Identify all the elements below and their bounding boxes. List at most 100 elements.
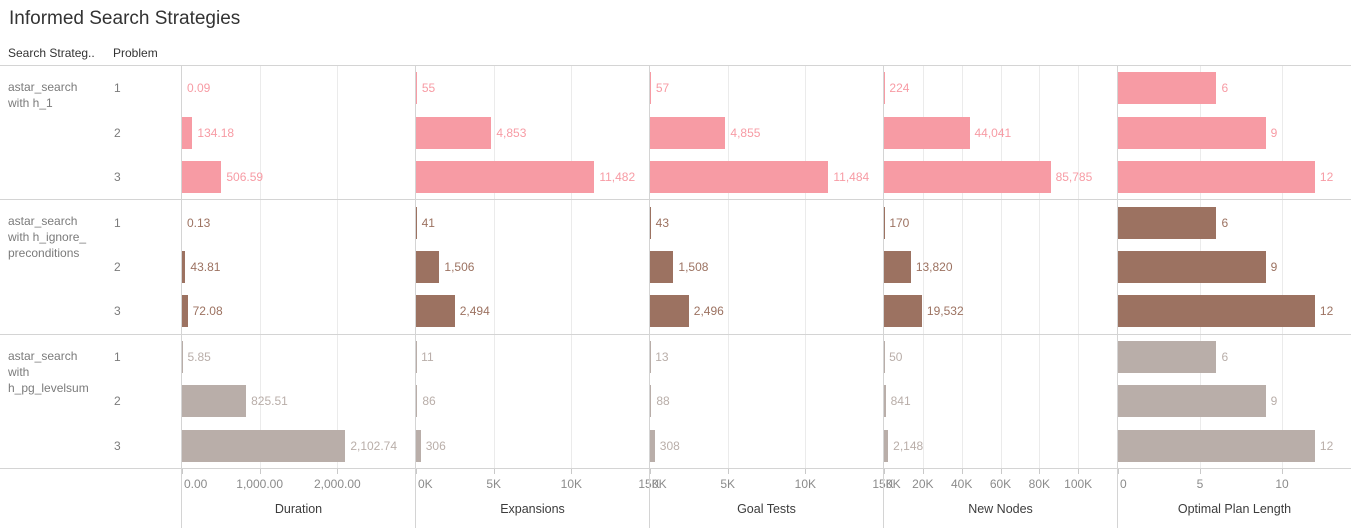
bar-new-nodes-p3[interactable] <box>884 161 1051 194</box>
gridline <box>571 66 573 200</box>
gridline <box>727 334 729 468</box>
bar-duration-p2[interactable] <box>182 250 186 283</box>
problem-label[interactable]: 2 <box>114 125 121 140</box>
bar-new-nodes-p2[interactable] <box>884 385 886 418</box>
bar-row: 134.18 <box>182 110 415 154</box>
bar-row: 506.59 <box>182 155 415 199</box>
strategy-label[interactable]: astar_search with h_1 <box>0 66 106 199</box>
bar-expansions-p2[interactable] <box>416 116 492 149</box>
bar-row: 11 <box>416 335 649 379</box>
gridline <box>1078 334 1080 468</box>
problem-column: 1 2 3 <box>106 66 181 199</box>
gridline <box>493 200 495 334</box>
gridline <box>1282 334 1284 468</box>
value-label: 9 <box>1270 394 1278 409</box>
bar-new-nodes-p2[interactable] <box>884 250 911 283</box>
col-field-header[interactable]: Problem <box>113 46 158 60</box>
bar-row: 170 <box>884 200 1117 244</box>
bar-expansions-p3[interactable] <box>416 161 595 194</box>
measure-panel-goal-tests: 13 88 308 <box>649 334 883 468</box>
problem-label[interactable]: 1 <box>114 81 121 96</box>
tick-label: 0K <box>418 477 433 491</box>
tick-label: 10 <box>1275 477 1289 491</box>
bar-duration-p2[interactable] <box>182 116 193 149</box>
tick-mark <box>650 469 651 474</box>
bar-optimal-plan-length-p3[interactable] <box>1118 429 1315 462</box>
chart-title: Informed Search Strategies <box>9 8 241 29</box>
axis-duration: 0.00 1,000.00 2,000.00 Duration <box>181 469 415 528</box>
bar-goal-tests-p3[interactable] <box>650 295 689 328</box>
axis-title-optimal-plan-length: Optimal Plan Length <box>1177 502 1292 516</box>
tick-mark <box>416 469 417 474</box>
bar-row: 224 <box>884 66 1117 110</box>
problem-label[interactable]: 2 <box>114 259 121 274</box>
tick-mark <box>1282 469 1284 474</box>
gridline <box>571 200 573 334</box>
bar-goal-tests-p2[interactable] <box>650 116 726 149</box>
axis-title-goal-tests: Goal Tests <box>737 502 796 516</box>
value-label: 11,482 <box>599 170 636 185</box>
bar-duration-p3[interactable] <box>182 295 188 328</box>
value-label: 825.51 <box>251 394 288 409</box>
measure-panel-expansions: 11 86 306 <box>415 334 649 468</box>
row-field-header[interactable]: Search Strateg.. <box>8 46 95 60</box>
bar-optimal-plan-length-p2[interactable] <box>1118 250 1266 283</box>
bar-expansions-p3[interactable] <box>416 429 421 462</box>
problem-label[interactable]: 1 <box>114 349 121 364</box>
value-label: 86 <box>422 394 436 409</box>
bar-expansions-p1[interactable] <box>416 206 417 239</box>
bar-expansions-p3[interactable] <box>416 295 455 328</box>
tick-label: 0.00 <box>184 477 208 491</box>
bar-expansions-p1[interactable] <box>416 72 417 105</box>
strategy-label[interactable]: astar_search with h_pg_levelsum <box>0 335 106 468</box>
bar-duration-p3[interactable] <box>182 161 222 194</box>
bar-goal-tests-p1[interactable] <box>650 72 651 105</box>
bar-optimal-plan-length-p3[interactable] <box>1118 161 1315 194</box>
problem-label[interactable]: 2 <box>114 394 121 409</box>
value-label: 224 <box>889 81 910 96</box>
bar-optimal-plan-length-p1[interactable] <box>1118 72 1217 105</box>
bar-row: 12 <box>1118 289 1351 333</box>
value-label: 50 <box>889 349 903 364</box>
bar-expansions-p2[interactable] <box>416 385 418 418</box>
value-label: 12 <box>1319 304 1334 319</box>
bar-new-nodes-p3[interactable] <box>884 295 922 328</box>
problem-label[interactable]: 3 <box>114 170 121 185</box>
bar-optimal-plan-length-p2[interactable] <box>1118 385 1266 418</box>
value-label: 2,494 <box>459 304 490 319</box>
bar-goal-tests-p1[interactable] <box>650 206 651 239</box>
bar-row: 2,148 <box>884 424 1117 468</box>
bar-row: 43.81 <box>182 245 415 289</box>
bar-duration-p2[interactable] <box>182 385 247 418</box>
measure-panel-new-nodes: 170 13,820 19,532 <box>883 200 1117 334</box>
problem-label[interactable]: 1 <box>114 215 121 230</box>
bar-new-nodes-p3[interactable] <box>884 429 889 462</box>
bar-goal-tests-p3[interactable] <box>650 429 655 462</box>
strategy-label-line: preconditions <box>8 246 80 261</box>
bar-optimal-plan-length-p2[interactable] <box>1118 116 1266 149</box>
bar-goal-tests-p3[interactable] <box>650 161 829 194</box>
bar-row: 57 <box>650 66 883 110</box>
problem-label[interactable]: 3 <box>114 304 121 319</box>
strategy-label-line: with h_1 <box>8 96 53 110</box>
bar-goal-tests-p2[interactable] <box>650 385 652 418</box>
value-label: 841 <box>890 394 911 409</box>
gridline <box>727 66 729 200</box>
strategy-label[interactable]: astar_search with h_ignore_ preconditions <box>0 200 106 333</box>
bar-optimal-plan-length-p3[interactable] <box>1118 295 1315 328</box>
tick-label: 5 <box>1196 477 1204 491</box>
gridline <box>493 334 495 468</box>
value-label: 19,532 <box>926 304 964 319</box>
bar-expansions-p2[interactable] <box>416 250 440 283</box>
axis-title-expansions: Expansions <box>500 502 565 516</box>
value-label: 170 <box>889 215 910 230</box>
bar-goal-tests-p2[interactable] <box>650 250 674 283</box>
bar-new-nodes-p2[interactable] <box>884 116 970 149</box>
bar-optimal-plan-length-p1[interactable] <box>1118 206 1217 239</box>
tick-label: 0K <box>886 477 901 491</box>
bar-duration-p3[interactable] <box>182 429 346 462</box>
problem-label[interactable]: 3 <box>114 438 121 453</box>
gridline <box>1078 200 1080 334</box>
bar-optimal-plan-length-p1[interactable] <box>1118 340 1217 373</box>
bar-row: 6 <box>1118 335 1351 379</box>
